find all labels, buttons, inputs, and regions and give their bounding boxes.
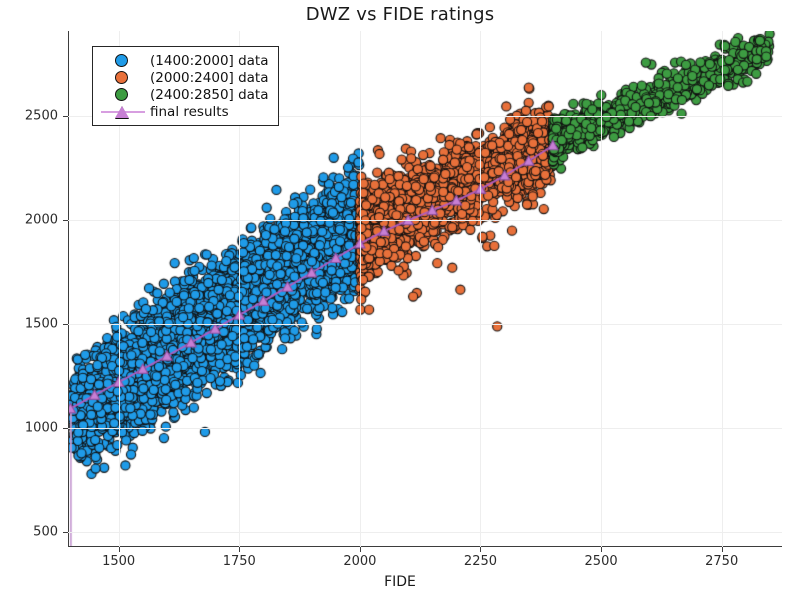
y-gridline: [68, 220, 782, 222]
y-axis-tick: [63, 116, 68, 118]
x-axis-tick-label: 1750: [222, 554, 256, 569]
y-axis-tick: [63, 220, 68, 222]
legend-item-blue[interactable]: (1400:2000] data: [100, 52, 269, 69]
y-axis-tick: [63, 532, 68, 534]
legend-item-orange[interactable]: (2000:2400] data: [100, 69, 269, 86]
y-axis-tick-label: 2500: [24, 108, 58, 124]
x-axis-tick: [721, 547, 723, 552]
y-axis-tick: [63, 324, 68, 326]
legend-marker-circle-blue: [100, 52, 146, 69]
y-axis-tick: [63, 428, 68, 430]
chart-legend: (1400:2000] data (2000:2400] data (2400:…: [92, 46, 279, 126]
x-axis-tick-label: 2000: [343, 554, 377, 569]
x-axis-tick: [359, 547, 361, 552]
x-axis-tick-label: 2750: [705, 554, 739, 569]
legend-marker-circle-orange: [100, 69, 146, 86]
y-axis-tick-label: 1500: [24, 316, 58, 332]
x-axis-tick: [480, 547, 482, 552]
x-axis-tick-label: 2250: [463, 554, 498, 569]
x-axis-tick: [239, 547, 241, 552]
x-axis-tick-label: 1500: [102, 554, 136, 569]
y-gridline: [68, 428, 782, 430]
x-gridline: [359, 31, 361, 547]
x-axis-tick: [118, 547, 120, 552]
x-gridline: [118, 31, 120, 547]
legend-item-green[interactable]: (2400:2850] data: [100, 86, 269, 103]
x-axis-tick: [601, 547, 603, 552]
legend-item-final-results[interactable]: final results: [100, 103, 269, 120]
x-gridline: [480, 31, 482, 547]
y-axis-tick-label: 500: [33, 524, 58, 540]
x-gridline: [239, 31, 241, 547]
legend-label-green: (2400:2850] data: [150, 86, 269, 103]
x-axis-label: FIDE: [384, 574, 416, 590]
y-gridline: [68, 324, 782, 326]
legend-label-final-results: final results: [150, 103, 229, 120]
legend-marker-line-triangle: [100, 103, 146, 120]
x-gridline: [601, 31, 603, 547]
x-gridline: [721, 31, 723, 547]
legend-label-orange: (2000:2400] data: [150, 69, 269, 86]
y-axis-tick-label: 1000: [24, 420, 58, 436]
legend-label-blue: (1400:2000] data: [150, 52, 269, 69]
y-gridline: [68, 532, 782, 534]
legend-marker-circle-green: [100, 86, 146, 103]
chart-title: DWZ vs FIDE ratings: [305, 4, 495, 25]
y-axis-tick-label: 2000: [24, 212, 58, 228]
y-gridline: [68, 116, 782, 118]
x-axis-tick-label: 2500: [584, 554, 618, 569]
